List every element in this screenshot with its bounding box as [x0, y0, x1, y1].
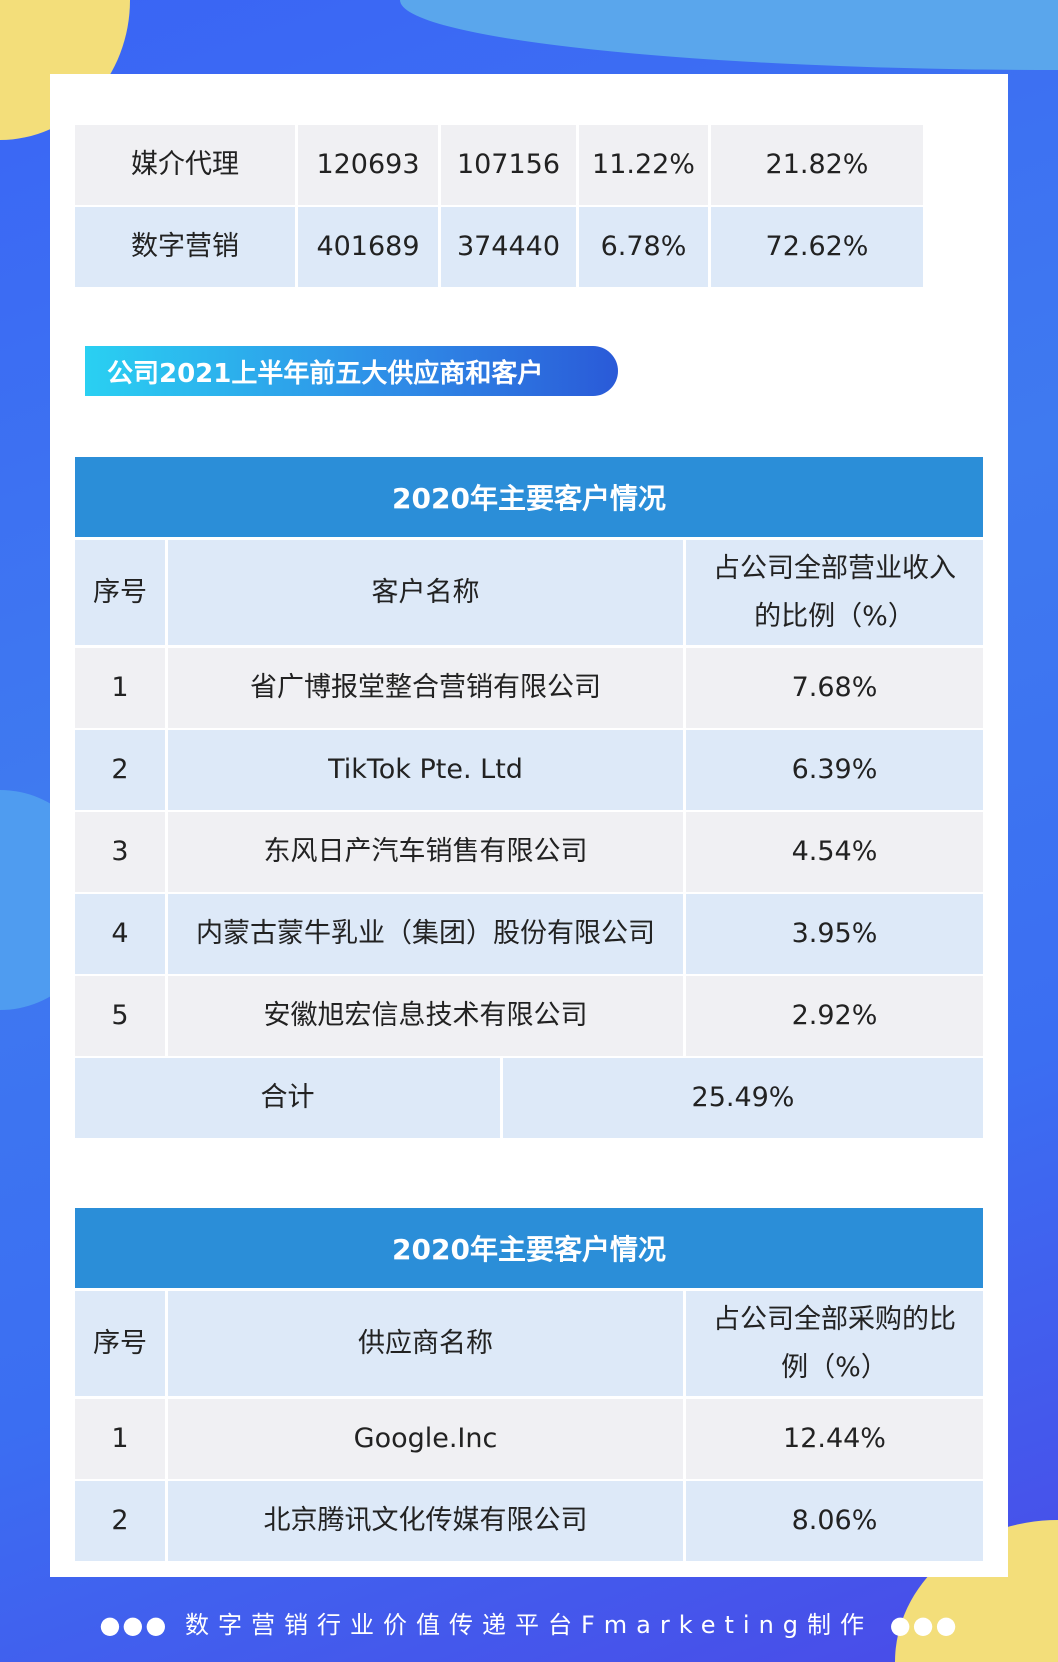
table-cell: 2.92%	[686, 976, 983, 1056]
dots-icon: ●●●	[99, 1611, 169, 1639]
column-header: 序号	[75, 1291, 165, 1396]
table-cell: 省广博报堂整合营销有限公司	[168, 648, 683, 728]
header-row: 序号 客户名称 占公司全部营业收入的比例（%）	[75, 540, 983, 645]
section-title-banner: 公司2021上半年前五大供应商和客户	[85, 346, 618, 396]
column-header: 供应商名称	[168, 1291, 683, 1396]
footer: ●●● 数字营销行业价值传递平台Fmarketing制作 ●●●	[0, 1605, 1058, 1640]
table-cell: 内蒙古蒙牛乳业（集团）股份有限公司	[168, 894, 683, 974]
column-header: 序号	[75, 540, 165, 645]
decor-light-blue-shape	[400, 0, 1058, 70]
table-row: 媒介代理 120693 107156 11.22% 21.82%	[75, 125, 983, 205]
table-cell: 2	[75, 1481, 165, 1561]
table-cell: 401689	[298, 207, 438, 287]
table-cell: 374440	[441, 207, 576, 287]
column-header: 占公司全部采购的比例（%）	[686, 1291, 983, 1396]
table-cell: 3.95%	[686, 894, 983, 974]
table-cell: 4.54%	[686, 812, 983, 892]
table-cell: 安徽旭宏信息技术有限公司	[168, 976, 683, 1056]
table-cell: 3	[75, 812, 165, 892]
content-card: 公司2021上半年前五大供应商和客户 媒介代理 120693 107156 11.22…	[50, 74, 1008, 1577]
table-row: 2 北京腾讯文化传媒有限公司 8.06%	[75, 1481, 983, 1561]
table-row: 5 安徽旭宏信息技术有限公司 2.92%	[75, 976, 983, 1056]
table-row: 4 内蒙古蒙牛乳业（集团）股份有限公司 3.95%	[75, 894, 983, 974]
footer-text: 数字营销行业价值传递平台Fmarketing制作	[184, 1611, 874, 1639]
table-row: 数字营销 401689 374440 6.78% 72.62%	[75, 207, 983, 287]
table-cell: 数字营销	[75, 207, 295, 287]
table-cell: 1	[75, 1399, 165, 1479]
total-value: 25.49%	[503, 1058, 983, 1138]
table-cell: 72.62%	[711, 207, 923, 287]
table-cell: 北京腾讯文化传媒有限公司	[168, 1481, 683, 1561]
table-cell: 媒介代理	[75, 125, 295, 205]
suppliers-title: 2020年主要客户情况	[75, 1208, 983, 1288]
header-row: 序号 供应商名称 占公司全部采购的比例（%）	[75, 1291, 983, 1396]
table-cell: 7.68%	[686, 648, 983, 728]
table-cell: 120693	[298, 125, 438, 205]
table-cell: 4	[75, 894, 165, 974]
customers-title: 2020年主要客户情况	[75, 457, 983, 537]
table-cell: 12.44%	[686, 1399, 983, 1479]
table-cell: 东风日产汽车销售有限公司	[168, 812, 683, 892]
table-cell: 107156	[441, 125, 576, 205]
column-header: 客户名称	[168, 540, 683, 645]
table-row: 1 省广博报堂整合营销有限公司 7.68%	[75, 648, 983, 728]
table-cell: 21.82%	[711, 125, 923, 205]
total-row: 合计 25.49%	[75, 1058, 983, 1138]
dots-icon: ●●●	[889, 1611, 959, 1639]
table-row: 2 TikTok Pte. Ltd 6.39%	[75, 730, 983, 810]
table-cell: 5	[75, 976, 165, 1056]
table-row: 3 东风日产汽车销售有限公司 4.54%	[75, 812, 983, 892]
total-label: 合计	[75, 1058, 500, 1138]
column-header: 占公司全部营业收入的比例（%）	[686, 540, 983, 645]
table-cell: Google.Inc	[168, 1399, 683, 1479]
table-cell: TikTok Pte. Ltd	[168, 730, 683, 810]
table-cell: 8.06%	[686, 1481, 983, 1561]
table-cell: 11.22%	[579, 125, 708, 205]
table-cell: 6.39%	[686, 730, 983, 810]
table-cell: 1	[75, 648, 165, 728]
table-cell: 6.78%	[579, 207, 708, 287]
table-cell: 2	[75, 730, 165, 810]
table-row: 1 Google.Inc 12.44%	[75, 1399, 983, 1479]
